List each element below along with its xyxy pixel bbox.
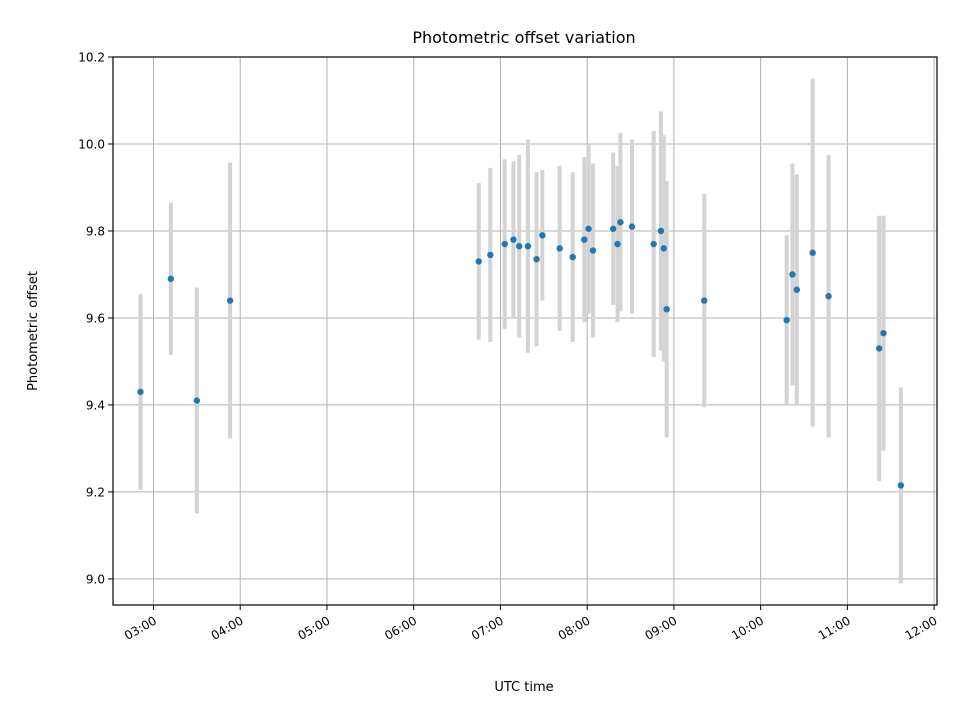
data-point [137, 388, 144, 396]
y-tick-label: 10.0 [78, 137, 105, 151]
data-point [660, 245, 667, 252]
data-point [533, 256, 540, 263]
data-point [793, 286, 800, 293]
x-tick-label: 07:00 [469, 613, 506, 642]
data-point [501, 240, 508, 248]
data-point [614, 240, 621, 248]
data-point [880, 329, 887, 337]
data-point [510, 236, 517, 243]
x-tick-label: 10:00 [729, 613, 766, 642]
data-point [809, 249, 816, 256]
data-points [137, 219, 905, 489]
x-tick-label: 05:00 [295, 613, 332, 642]
y-tick-label: 9.8 [86, 224, 105, 238]
data-point [475, 258, 482, 265]
data-point [609, 225, 617, 232]
y-tick-label: 9.0 [86, 572, 105, 586]
data-point [783, 316, 790, 324]
x-axis-label: UTC time [494, 680, 553, 695]
x-tick-label: 03:00 [122, 613, 159, 642]
data-point [569, 253, 576, 261]
data-point [193, 397, 201, 404]
data-point [226, 297, 234, 304]
x-tick-label: 09:00 [642, 613, 679, 642]
data-point [539, 232, 546, 239]
data-point [789, 271, 796, 278]
data-point [825, 293, 832, 300]
data-point [663, 306, 670, 313]
chart-title: Photometric offset variation [412, 28, 635, 47]
y-tick-label: 9.2 [86, 485, 105, 499]
data-point [581, 236, 588, 243]
data-point [617, 219, 624, 226]
x-tick-label: 06:00 [382, 613, 419, 642]
data-point [701, 297, 708, 304]
data-point [585, 225, 592, 232]
x-axis-ticks: 03:00 04:00 05:00 06:00 07:00 08:00 09:00 10:00… [122, 605, 940, 643]
data-point [875, 345, 883, 352]
data-point [628, 223, 636, 230]
data-point [516, 242, 523, 250]
data-point [650, 240, 657, 248]
y-axis-label: Photometric offset [26, 271, 41, 391]
x-tick-label: 08:00 [556, 613, 593, 642]
y-axis-ticks: 9.0 9.2 9.4 9.6 9.8 10.0 10.2 [78, 51, 113, 586]
data-point [167, 275, 175, 283]
data-point [487, 251, 494, 259]
error-bars [138, 78, 903, 584]
y-tick-label: 9.4 [86, 398, 105, 412]
y-tick-label: 9.6 [86, 311, 105, 325]
data-point [657, 227, 665, 235]
y-tick-label: 10.2 [78, 51, 105, 65]
data-point [589, 247, 597, 254]
plot-frame [112, 56, 938, 606]
x-tick-label: 12:00 [903, 613, 940, 642]
data-point [897, 482, 905, 489]
data-point [556, 245, 563, 252]
x-tick-label: 11:00 [816, 613, 853, 642]
x-tick-label: 04:00 [209, 613, 246, 642]
data-point [524, 242, 532, 250]
